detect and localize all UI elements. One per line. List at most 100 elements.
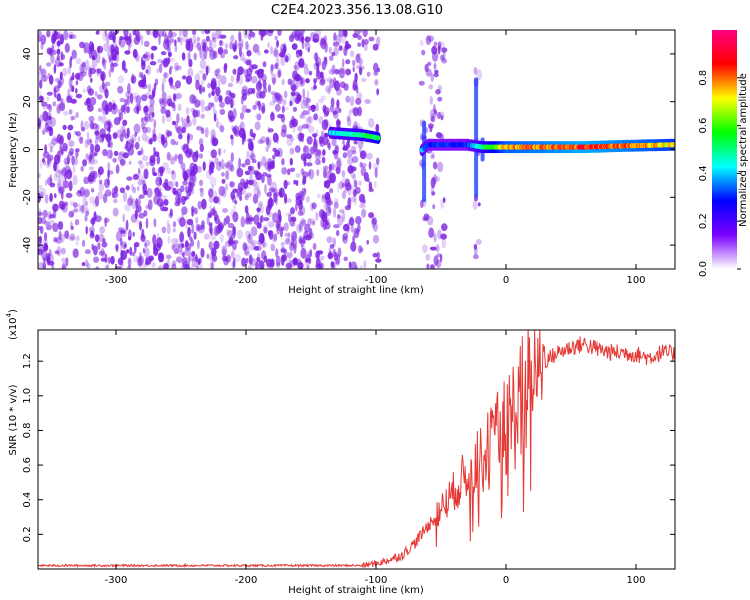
noise-speck (173, 93, 176, 102)
noise-speck (176, 125, 184, 135)
noise-speck (252, 104, 257, 111)
noise-speck (300, 36, 305, 44)
noise-speck (376, 251, 381, 260)
noise-speck (186, 149, 193, 159)
noise-speck (195, 254, 198, 263)
noise-speck (439, 41, 445, 50)
noise-speck (256, 68, 264, 79)
noise-speck (247, 165, 253, 172)
noise-speck (64, 161, 70, 167)
noise-speck (180, 116, 184, 123)
noise-speck (41, 128, 47, 136)
noise-speck (109, 43, 114, 54)
noise-speck (127, 265, 132, 269)
noise-speck (38, 235, 43, 243)
noise-speck (227, 222, 235, 229)
noise-speck (332, 237, 336, 247)
colorbar-gradient (712, 30, 737, 269)
noise-speck (346, 116, 352, 127)
noise-speck (204, 127, 209, 138)
noise-speck (353, 195, 357, 206)
noise-speck (270, 45, 273, 55)
noise-speck (441, 47, 448, 53)
noise-speck (96, 94, 103, 100)
noise-speck (247, 265, 253, 269)
colorbar-tick-label: 0.4 (698, 165, 709, 181)
noise-speck (190, 166, 195, 174)
noise-speck (191, 250, 196, 257)
noise-speck (167, 57, 171, 65)
noise-speck (106, 149, 113, 159)
noise-speck (303, 188, 307, 196)
noise-speck (62, 110, 69, 116)
noise-speck (155, 186, 162, 193)
noise-speck (324, 56, 328, 67)
noise-speck (419, 39, 424, 47)
noise-speck (161, 77, 167, 84)
noise-speck (251, 239, 257, 247)
noise-speck (61, 262, 67, 269)
noise-speck (166, 95, 173, 107)
noise-speck (161, 134, 165, 146)
noise-speck (192, 151, 199, 163)
noise-speck (72, 164, 76, 174)
noise-speck (307, 250, 312, 257)
noise-speck (199, 47, 202, 59)
noise-speck (213, 196, 220, 204)
noise-speck (175, 188, 182, 197)
noise-speck (358, 57, 363, 66)
noise-speck (437, 96, 443, 102)
noise-speck (112, 207, 119, 217)
noise-speck (54, 160, 58, 172)
noise-speck (245, 155, 252, 160)
noise-speck (168, 67, 172, 75)
noise-speck (270, 64, 274, 75)
noise-speck (69, 84, 75, 93)
noise-speck (339, 67, 346, 74)
noise-speck (71, 72, 75, 81)
noise-speck (44, 122, 49, 133)
noise-speck (193, 52, 197, 61)
noise-speck (40, 191, 45, 199)
noise-speck (219, 108, 226, 115)
noise-speck (357, 35, 362, 40)
noise-speck (438, 85, 442, 90)
noise-speck (222, 248, 227, 259)
noise-speck (278, 52, 286, 58)
noise-speck (142, 54, 148, 59)
noise-speck (70, 221, 73, 230)
noise-speck (145, 261, 149, 266)
noise-speck (376, 88, 380, 96)
noise-speck (93, 211, 97, 221)
noise-speck (350, 261, 358, 269)
noise-speck (139, 251, 142, 261)
noise-speck (114, 45, 119, 56)
noise-speck (121, 60, 126, 71)
noise-speck (216, 68, 221, 74)
noise-speck (305, 153, 312, 160)
noise-speck (53, 161, 57, 172)
noise-speck (291, 43, 298, 50)
noise-speck (62, 124, 67, 131)
noise-speck (289, 100, 293, 107)
noise-speck (306, 136, 313, 145)
noise-speck (285, 181, 291, 186)
noise-speck (194, 99, 201, 108)
noise-speck (217, 77, 221, 88)
noise-speck (321, 193, 328, 200)
noise-speck (247, 87, 254, 95)
noise-speck (210, 102, 215, 108)
noise-speck (422, 244, 428, 254)
noise-speck (103, 83, 108, 94)
noise-speck (82, 88, 86, 93)
noise-speck (278, 70, 281, 78)
noise-speck (38, 121, 42, 130)
noise-speck (152, 89, 156, 98)
noise-speck (335, 160, 342, 171)
noise-speck (143, 105, 149, 116)
noise-speck (255, 181, 260, 191)
noise-speck (103, 42, 110, 52)
noise-speck (85, 225, 88, 235)
spectrogram-plot-area (38, 30, 675, 269)
noise-speck (89, 138, 92, 144)
